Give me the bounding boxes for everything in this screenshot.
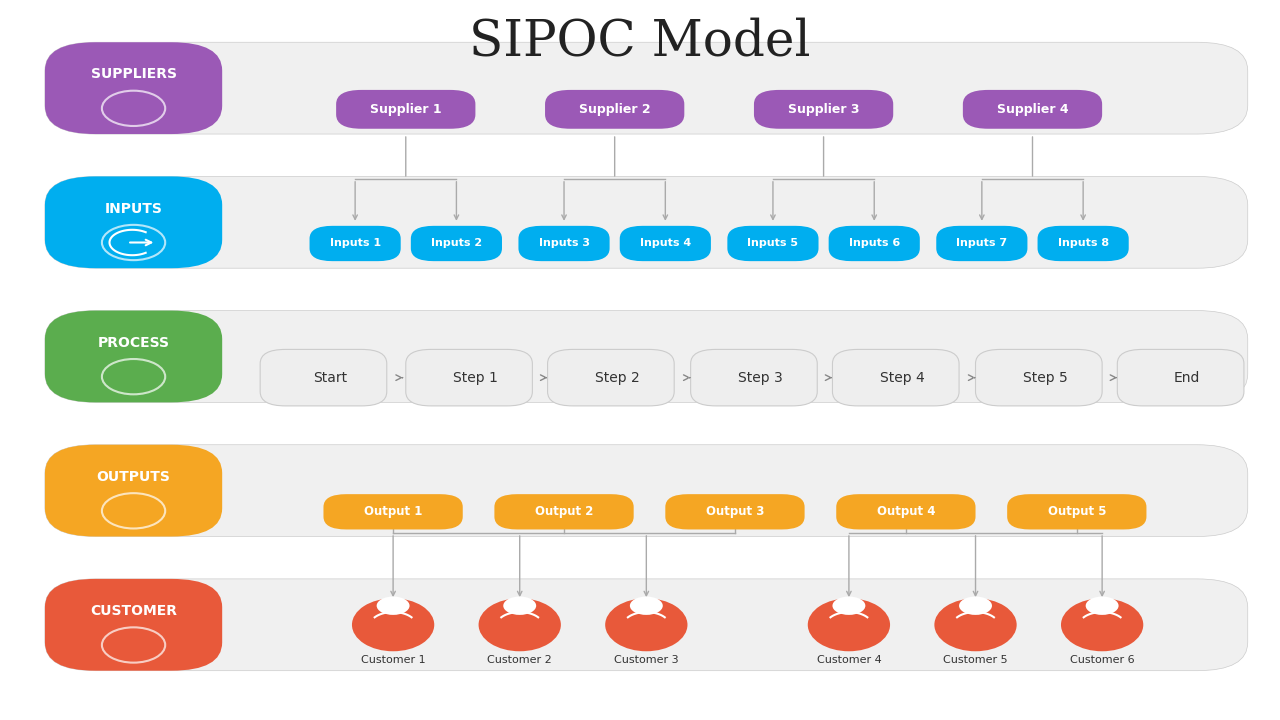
Circle shape [376,597,410,615]
Ellipse shape [934,598,1016,652]
Text: Step 5: Step 5 [1023,371,1068,384]
FancyBboxPatch shape [45,42,1248,134]
FancyBboxPatch shape [45,445,223,536]
Circle shape [630,597,663,615]
Text: Customer 2: Customer 2 [488,655,552,665]
Text: Customer 1: Customer 1 [361,655,425,665]
FancyBboxPatch shape [1007,494,1147,529]
FancyBboxPatch shape [620,226,710,261]
FancyBboxPatch shape [754,90,893,129]
FancyBboxPatch shape [691,349,817,406]
FancyBboxPatch shape [411,226,502,261]
FancyBboxPatch shape [727,226,818,261]
FancyBboxPatch shape [45,176,223,269]
Text: INPUTS: INPUTS [105,202,163,215]
Text: CUSTOMER: CUSTOMER [90,604,177,618]
Circle shape [503,597,536,615]
Text: PROCESS: PROCESS [97,336,169,350]
FancyBboxPatch shape [545,90,685,129]
Text: SUPPLIERS: SUPPLIERS [91,68,177,81]
FancyBboxPatch shape [828,226,920,261]
Text: Inputs 3: Inputs 3 [539,238,590,248]
Text: ⬤: ⬤ [119,633,147,659]
Text: ⬤: ⬤ [119,230,147,256]
Text: Output 2: Output 2 [535,505,593,518]
Text: Customer 3: Customer 3 [614,655,678,665]
Text: Step 2: Step 2 [595,371,640,384]
FancyBboxPatch shape [548,349,675,406]
Circle shape [959,597,992,615]
Text: Step 3: Step 3 [737,371,782,384]
Text: Inputs 7: Inputs 7 [956,238,1007,248]
Ellipse shape [605,598,687,652]
Text: End: End [1174,371,1201,384]
Circle shape [1085,597,1119,615]
Text: Supplier 4: Supplier 4 [997,103,1069,116]
FancyBboxPatch shape [45,579,1248,671]
Text: OUTPUTS: OUTPUTS [96,470,170,484]
FancyBboxPatch shape [310,226,401,261]
FancyBboxPatch shape [1038,226,1129,261]
FancyBboxPatch shape [45,579,223,671]
FancyBboxPatch shape [963,90,1102,129]
Ellipse shape [1061,598,1143,652]
Text: Inputs 6: Inputs 6 [849,238,900,248]
FancyBboxPatch shape [45,445,1248,536]
FancyBboxPatch shape [975,349,1102,406]
Circle shape [832,597,865,615]
Text: Output 4: Output 4 [877,505,936,518]
Text: Customer 5: Customer 5 [943,655,1007,665]
Text: Supplier 2: Supplier 2 [579,103,650,116]
Ellipse shape [808,598,890,652]
Ellipse shape [479,598,561,652]
FancyBboxPatch shape [406,349,532,406]
FancyBboxPatch shape [494,494,634,529]
FancyBboxPatch shape [260,349,387,406]
FancyBboxPatch shape [832,349,959,406]
Text: Output 1: Output 1 [364,505,422,518]
Text: Inputs 5: Inputs 5 [748,238,799,248]
Text: Customer 4: Customer 4 [817,655,882,665]
Text: SIPOC Model: SIPOC Model [470,17,810,67]
Ellipse shape [352,598,434,652]
Text: ⬤: ⬤ [119,96,147,122]
Text: Supplier 1: Supplier 1 [370,103,442,116]
FancyBboxPatch shape [324,494,463,529]
Text: Inputs 4: Inputs 4 [640,238,691,248]
FancyBboxPatch shape [666,494,805,529]
FancyBboxPatch shape [337,90,475,129]
FancyBboxPatch shape [45,310,223,402]
FancyBboxPatch shape [1117,349,1244,406]
FancyBboxPatch shape [518,226,609,261]
Text: Output 3: Output 3 [705,505,764,518]
Text: ⬤: ⬤ [119,499,147,524]
Text: Inputs 2: Inputs 2 [431,238,483,248]
FancyBboxPatch shape [936,226,1028,261]
FancyBboxPatch shape [45,176,1248,269]
FancyBboxPatch shape [836,494,975,529]
Text: ⬤: ⬤ [119,365,147,390]
Text: Start: Start [312,371,347,384]
Text: Inputs 8: Inputs 8 [1057,238,1108,248]
FancyBboxPatch shape [45,42,223,134]
Text: Step 4: Step 4 [879,371,924,384]
Text: Customer 6: Customer 6 [1070,655,1134,665]
Text: Supplier 3: Supplier 3 [787,103,859,116]
Text: Step 1: Step 1 [453,371,498,384]
FancyBboxPatch shape [45,310,1248,402]
Text: Inputs 1: Inputs 1 [329,238,380,248]
Text: Output 5: Output 5 [1047,505,1106,518]
